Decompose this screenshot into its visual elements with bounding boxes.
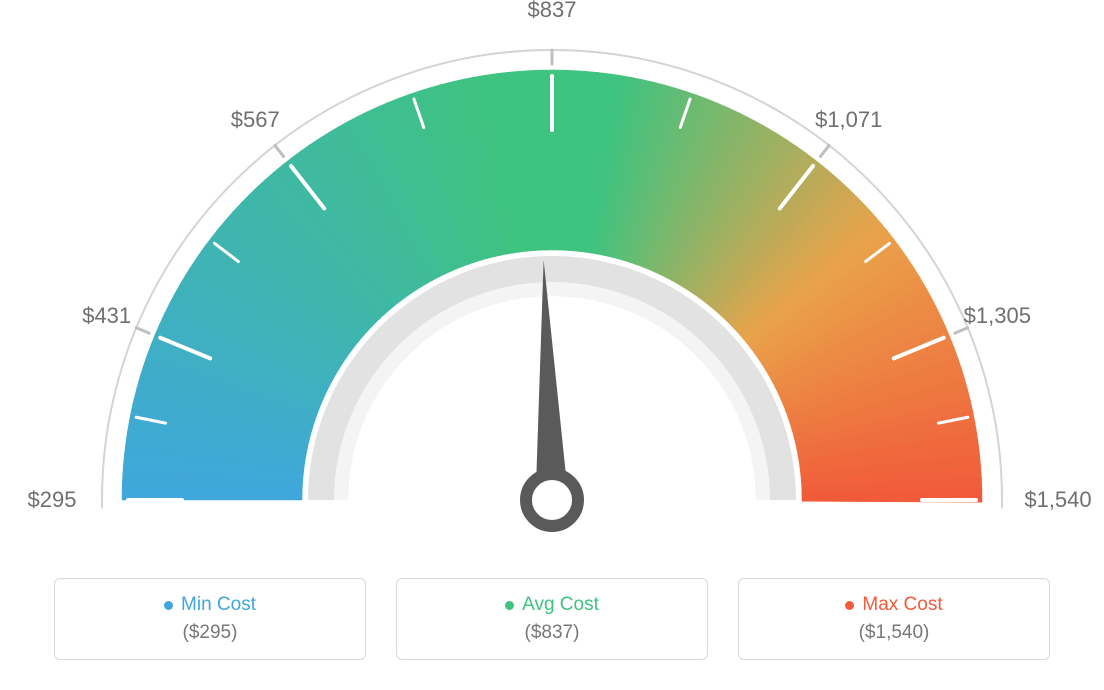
legend-card-min: Min Cost ($295)	[54, 578, 366, 660]
legend-title-max: Max Cost	[845, 594, 942, 616]
legend-label: Min Cost	[181, 594, 256, 616]
legend-row: Min Cost ($295) Avg Cost ($837) Max Cost…	[0, 578, 1104, 660]
legend-label: Max Cost	[862, 594, 942, 616]
gauge-svg	[0, 0, 1104, 560]
cost-gauge-chart: $295 $431 $567 $837 $1,071 $1,305 $1,540 Min C…	[0, 0, 1104, 690]
scale-label: $431	[82, 303, 131, 329]
gauge-area: $295 $431 $567 $837 $1,071 $1,305 $1,540	[0, 0, 1104, 560]
legend-value-min: ($295)	[183, 622, 238, 644]
scale-label: $1,540	[1024, 487, 1091, 513]
legend-card-avg: Avg Cost ($837)	[396, 578, 708, 660]
dot-icon	[505, 601, 514, 610]
scale-label: $1,305	[964, 303, 1031, 329]
scale-label: $837	[528, 0, 577, 23]
legend-title-avg: Avg Cost	[505, 594, 599, 616]
legend-label: Avg Cost	[522, 594, 599, 616]
dot-icon	[164, 601, 173, 610]
legend-card-max: Max Cost ($1,540)	[738, 578, 1050, 660]
legend-value-max: ($1,540)	[859, 622, 930, 644]
scale-label: $567	[231, 107, 280, 133]
legend-value-avg: ($837)	[525, 622, 580, 644]
legend-title-min: Min Cost	[164, 594, 256, 616]
dot-icon	[845, 601, 854, 610]
scale-label: $295	[28, 487, 77, 513]
scale-label: $1,071	[815, 107, 882, 133]
